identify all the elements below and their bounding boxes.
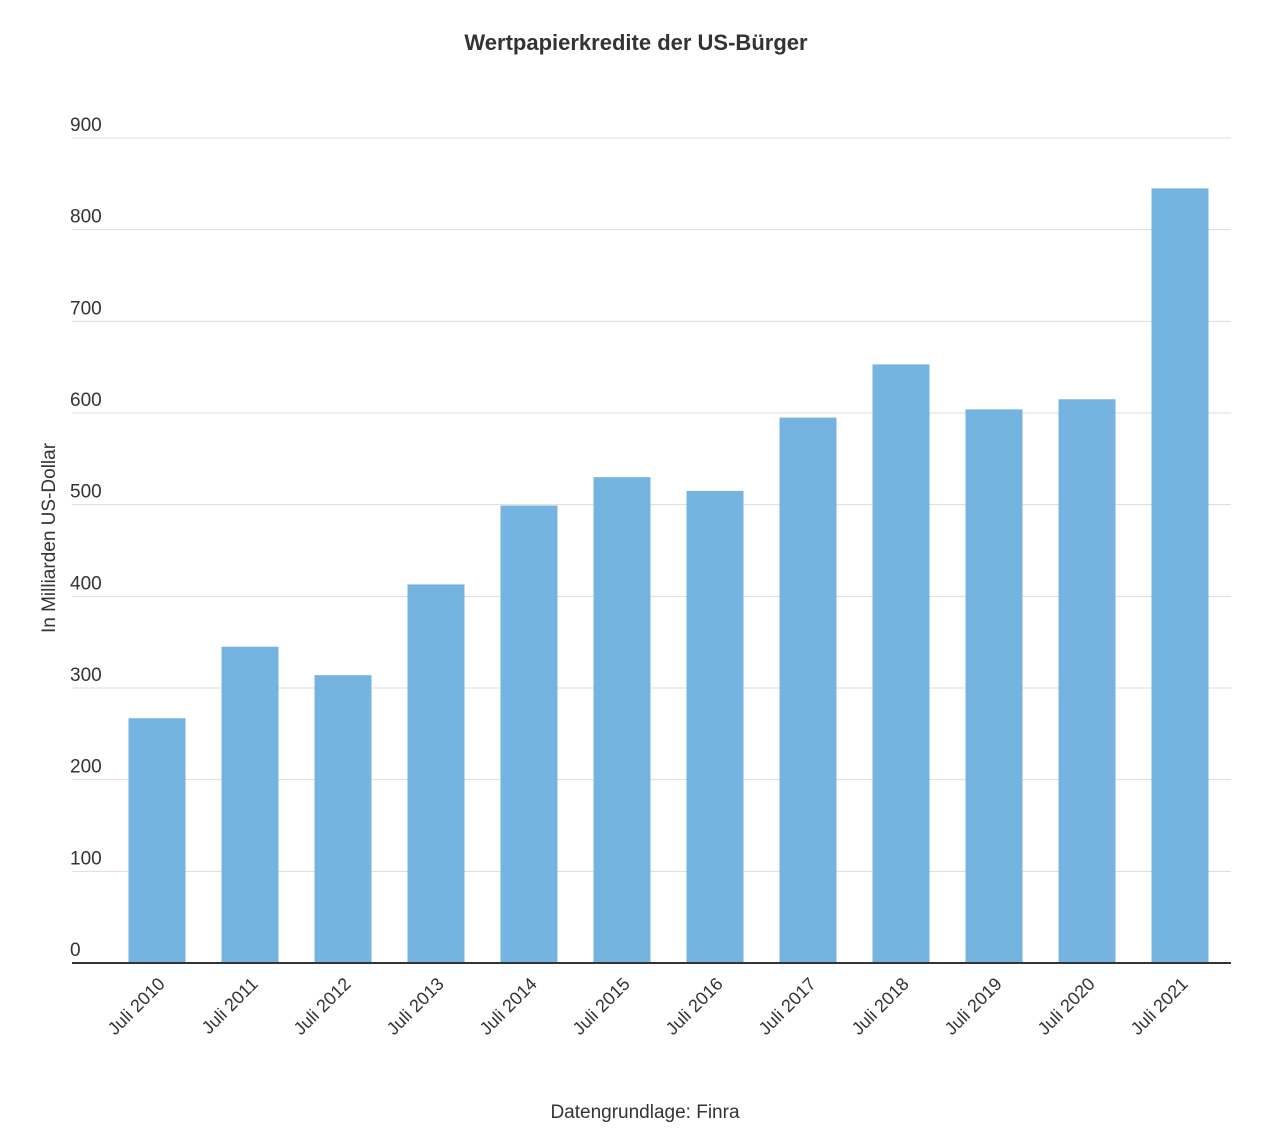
y-axis-ticks: 0 100 200 300 400 500 600 700 800 900 — [70, 115, 102, 961]
x-tick-label: Juli 2016 — [662, 974, 727, 1039]
y-tick-label: 100 — [70, 848, 102, 869]
bar — [965, 409, 1023, 963]
bar — [221, 646, 279, 963]
x-tick-label: Juli 2017 — [755, 974, 820, 1039]
y-tick-label: 900 — [70, 115, 102, 136]
x-tick-label: Juli 2018 — [848, 974, 913, 1039]
source-note: Datengrundlage: Finra — [550, 1102, 739, 1123]
y-axis-label: In Milliarden US-Dollar — [39, 442, 60, 633]
x-tick-label: Juli 2019 — [941, 974, 1006, 1039]
y-tick-label: 500 — [70, 482, 102, 503]
y-tick-label: 200 — [70, 757, 102, 778]
x-tick-label: Juli 2014 — [476, 974, 541, 1039]
chart-title: Wertpapierkredite der US-Bürger — [464, 30, 808, 55]
x-axis-ticks: Juli 2010 Juli 2011 Juli 2012 Juli 2013 Juli… — [104, 974, 1192, 1039]
bar — [686, 490, 744, 963]
bar — [1058, 399, 1116, 963]
y-tick-label: 400 — [70, 573, 102, 594]
x-tick-label: Juli 2012 — [290, 974, 355, 1039]
y-tick-label: 600 — [70, 390, 102, 411]
y-tick-label: 700 — [70, 298, 102, 319]
x-tick-label: Juli 2011 — [198, 974, 262, 1038]
y-tick-label: 0 — [70, 940, 81, 961]
bar — [779, 417, 837, 963]
y-tick-label: 800 — [70, 207, 102, 228]
y-tick-label: 300 — [70, 665, 102, 686]
bar — [314, 675, 372, 963]
bar — [1151, 188, 1209, 963]
bar — [500, 505, 558, 963]
bar — [407, 584, 465, 963]
bar — [593, 477, 651, 963]
x-tick-label: Juli 2020 — [1034, 974, 1099, 1039]
bars — [128, 188, 1209, 964]
x-tick-label: Juli 2010 — [104, 974, 169, 1039]
bar — [128, 718, 186, 963]
x-tick-label: Juli 2021 — [1127, 974, 1192, 1039]
x-tick-label: Juli 2015 — [569, 974, 634, 1039]
x-tick-label: Juli 2013 — [383, 974, 448, 1039]
bar — [872, 364, 930, 964]
